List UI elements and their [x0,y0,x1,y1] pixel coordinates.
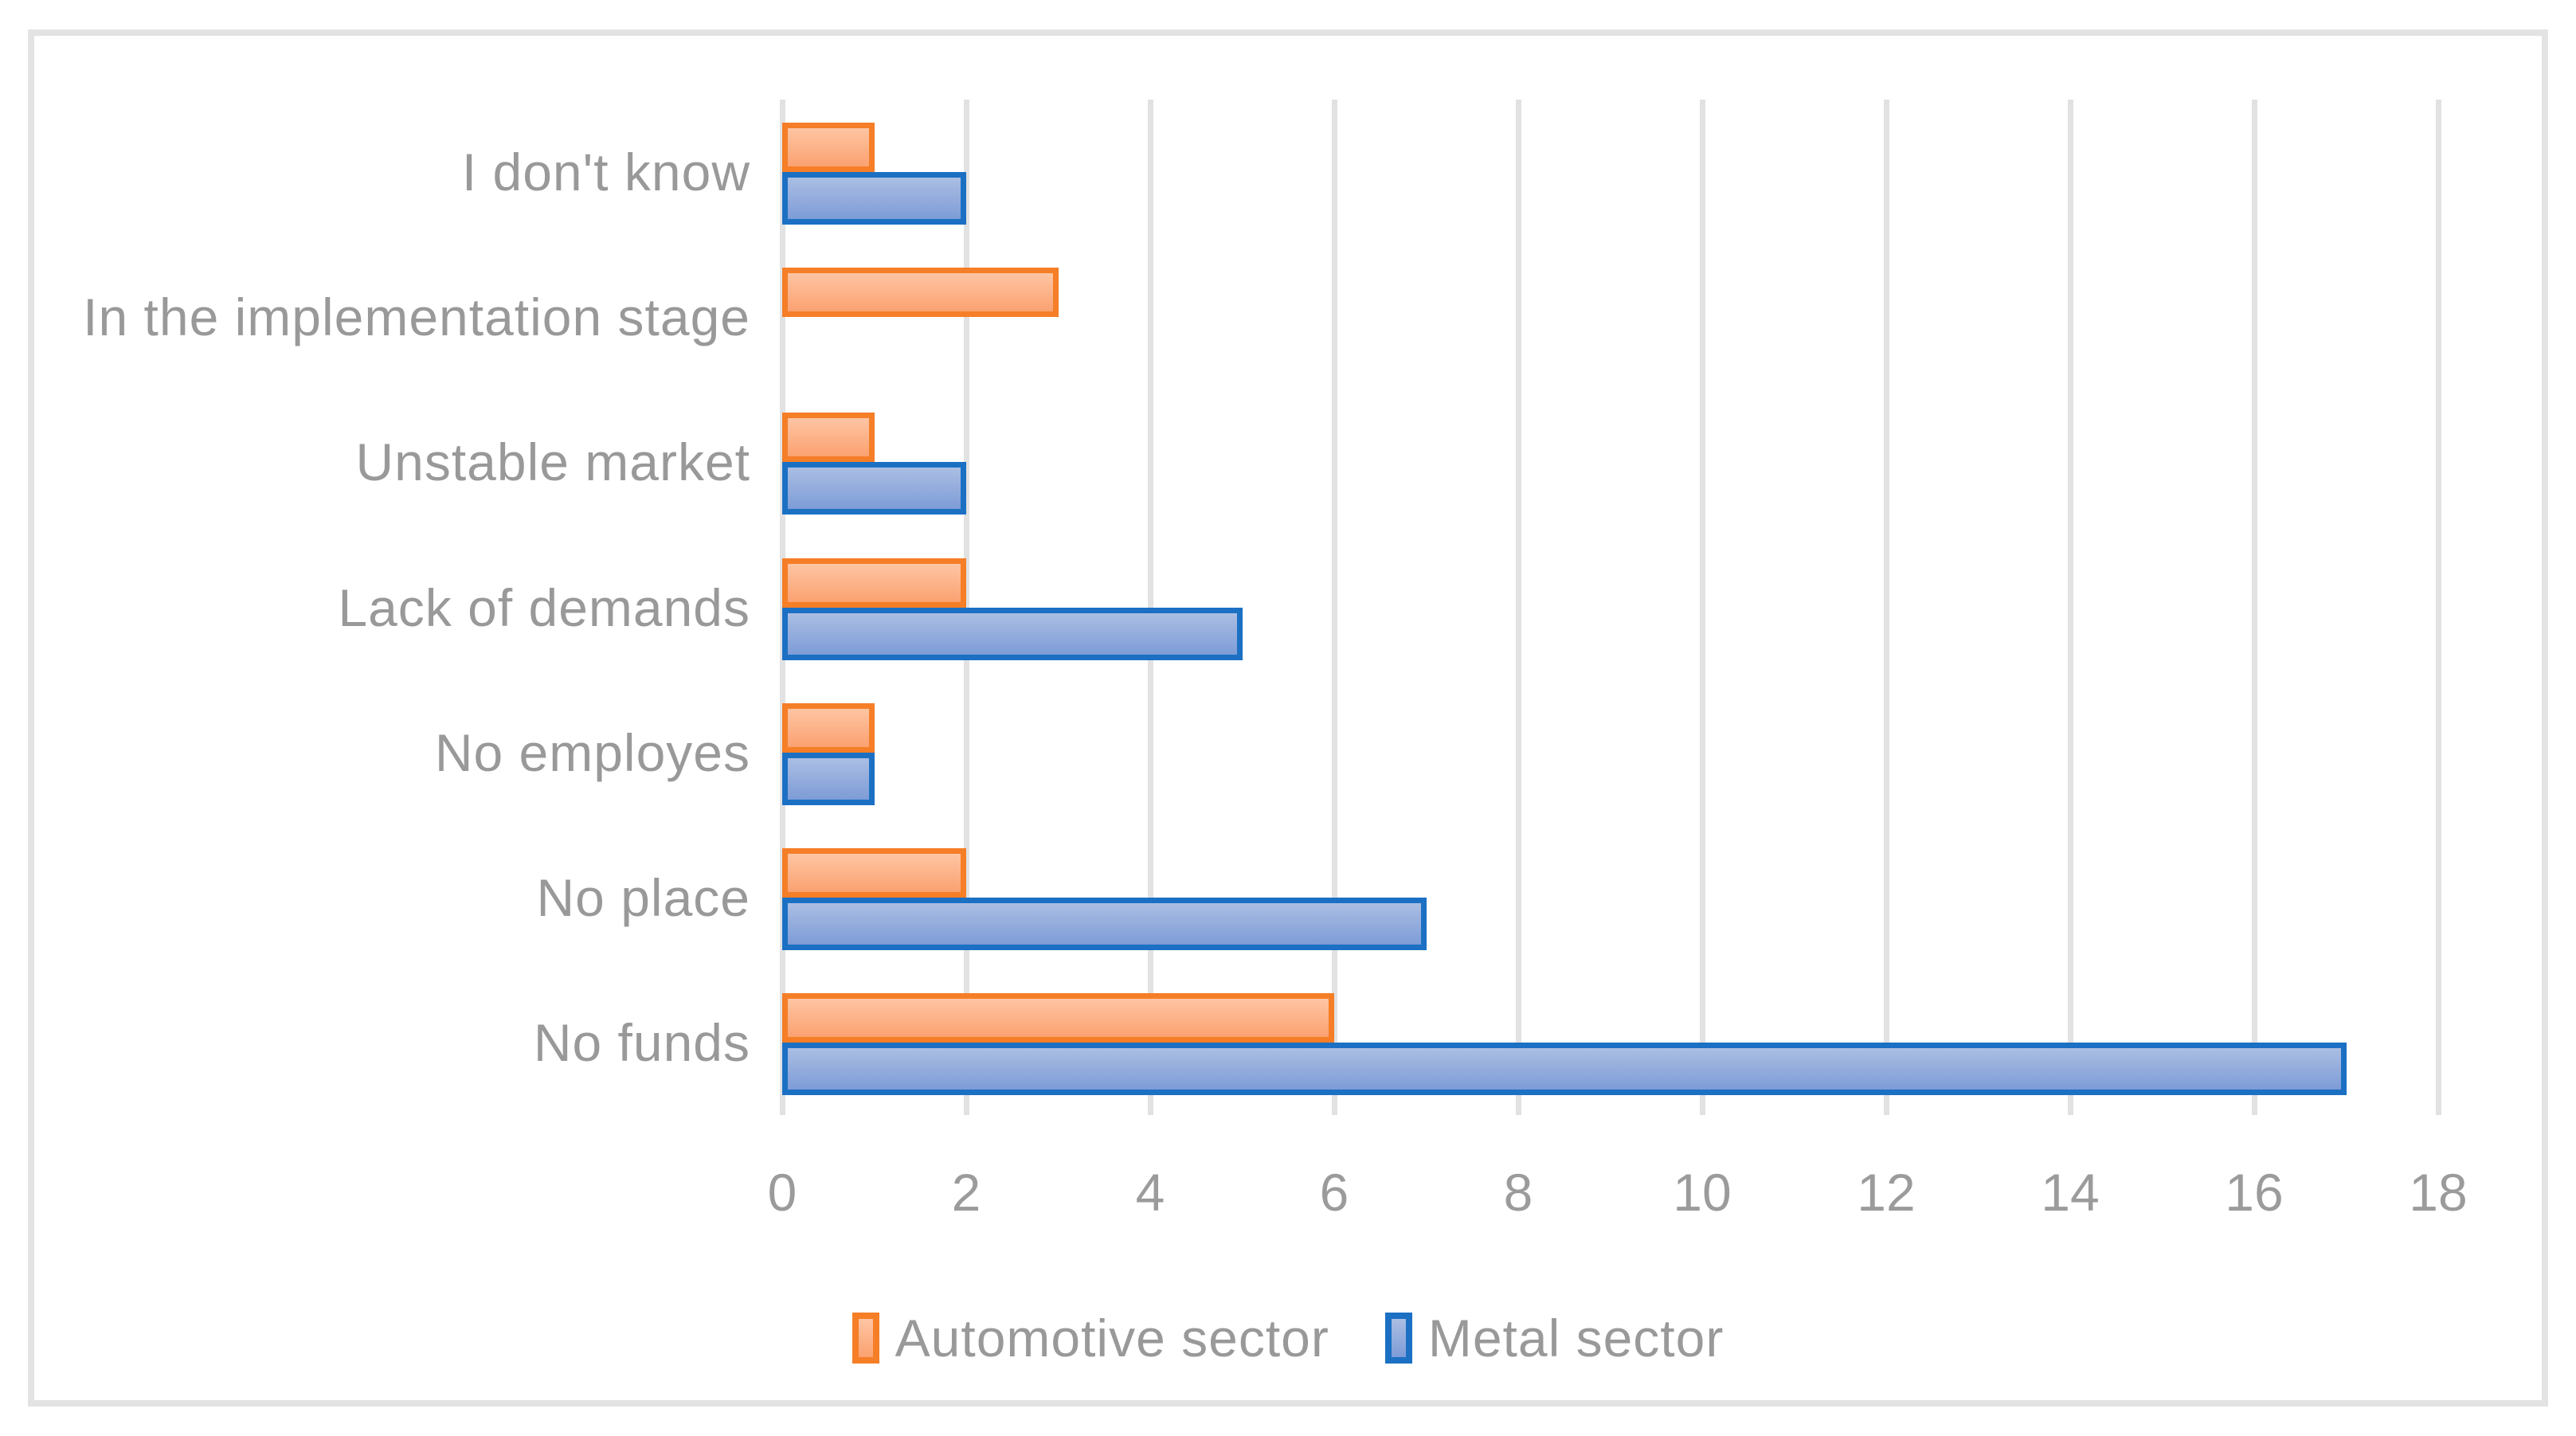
x-tick-label-6: 6 [1319,1163,1349,1222]
x-tick-label-8: 8 [1503,1163,1533,1222]
bar-metal-2 [782,462,966,515]
chart-legend: Automotive sector Metal sector [0,1308,2576,1368]
gridline-x-16 [2251,100,2257,1115]
gridline-x-10 [1699,100,1705,1115]
category-label-6: No funds [533,1012,750,1072]
legend-label-metal: Metal sector [1427,1309,1725,1368]
category-label-1: In the implementation stage [83,288,750,347]
figure-frame [28,29,2548,1407]
gridline-x-14 [2067,100,2073,1115]
x-tick-label-14: 14 [2041,1163,2100,1222]
x-tick-label-18: 18 [2409,1163,2468,1222]
gridline-x-6 [1331,100,1337,1115]
gridline-x-8 [1515,100,1521,1115]
bar-metal-0 [782,172,966,225]
legend-entry-automotive-sector: Automotive sector [851,1308,1329,1368]
bar-metal-4 [782,752,875,805]
x-tick-label-12: 12 [1857,1163,1916,1222]
gridline-x-12 [1883,100,1889,1115]
category-label-3: Lack of demands [338,577,750,637]
legend-label-automotive: Automotive sector [895,1309,1329,1368]
bar-automotive-4 [782,702,875,753]
bar-automotive-0 [782,123,875,173]
bar-automotive-6 [782,992,1334,1043]
bar-metal-6 [782,1042,2347,1095]
legend-swatch-automotive-icon [851,1313,879,1364]
x-tick-label-4: 4 [1135,1163,1165,1222]
x-tick-label-0: 0 [767,1163,797,1222]
bar-automotive-2 [782,413,875,463]
x-tick-label-16: 16 [2225,1163,2284,1222]
legend-swatch-metal-icon [1384,1313,1412,1364]
x-tick-label-2: 2 [951,1163,981,1222]
bar-metal-3 [782,607,1243,660]
category-label-5: No place [536,867,750,927]
bar-automotive-5 [782,847,966,898]
x-tick-label-10: 10 [1673,1163,1732,1222]
bar-automotive-1 [782,268,1059,318]
category-label-2: Unstable market [355,432,750,492]
bar-automotive-3 [782,558,966,608]
gridline-x-18 [2435,100,2441,1115]
category-label-4: No employes [434,722,750,782]
legend-entry-metal-sector: Metal sector [1384,1308,1725,1368]
bar-metal-5 [782,897,1427,950]
category-label-0: I don't know [461,143,750,202]
